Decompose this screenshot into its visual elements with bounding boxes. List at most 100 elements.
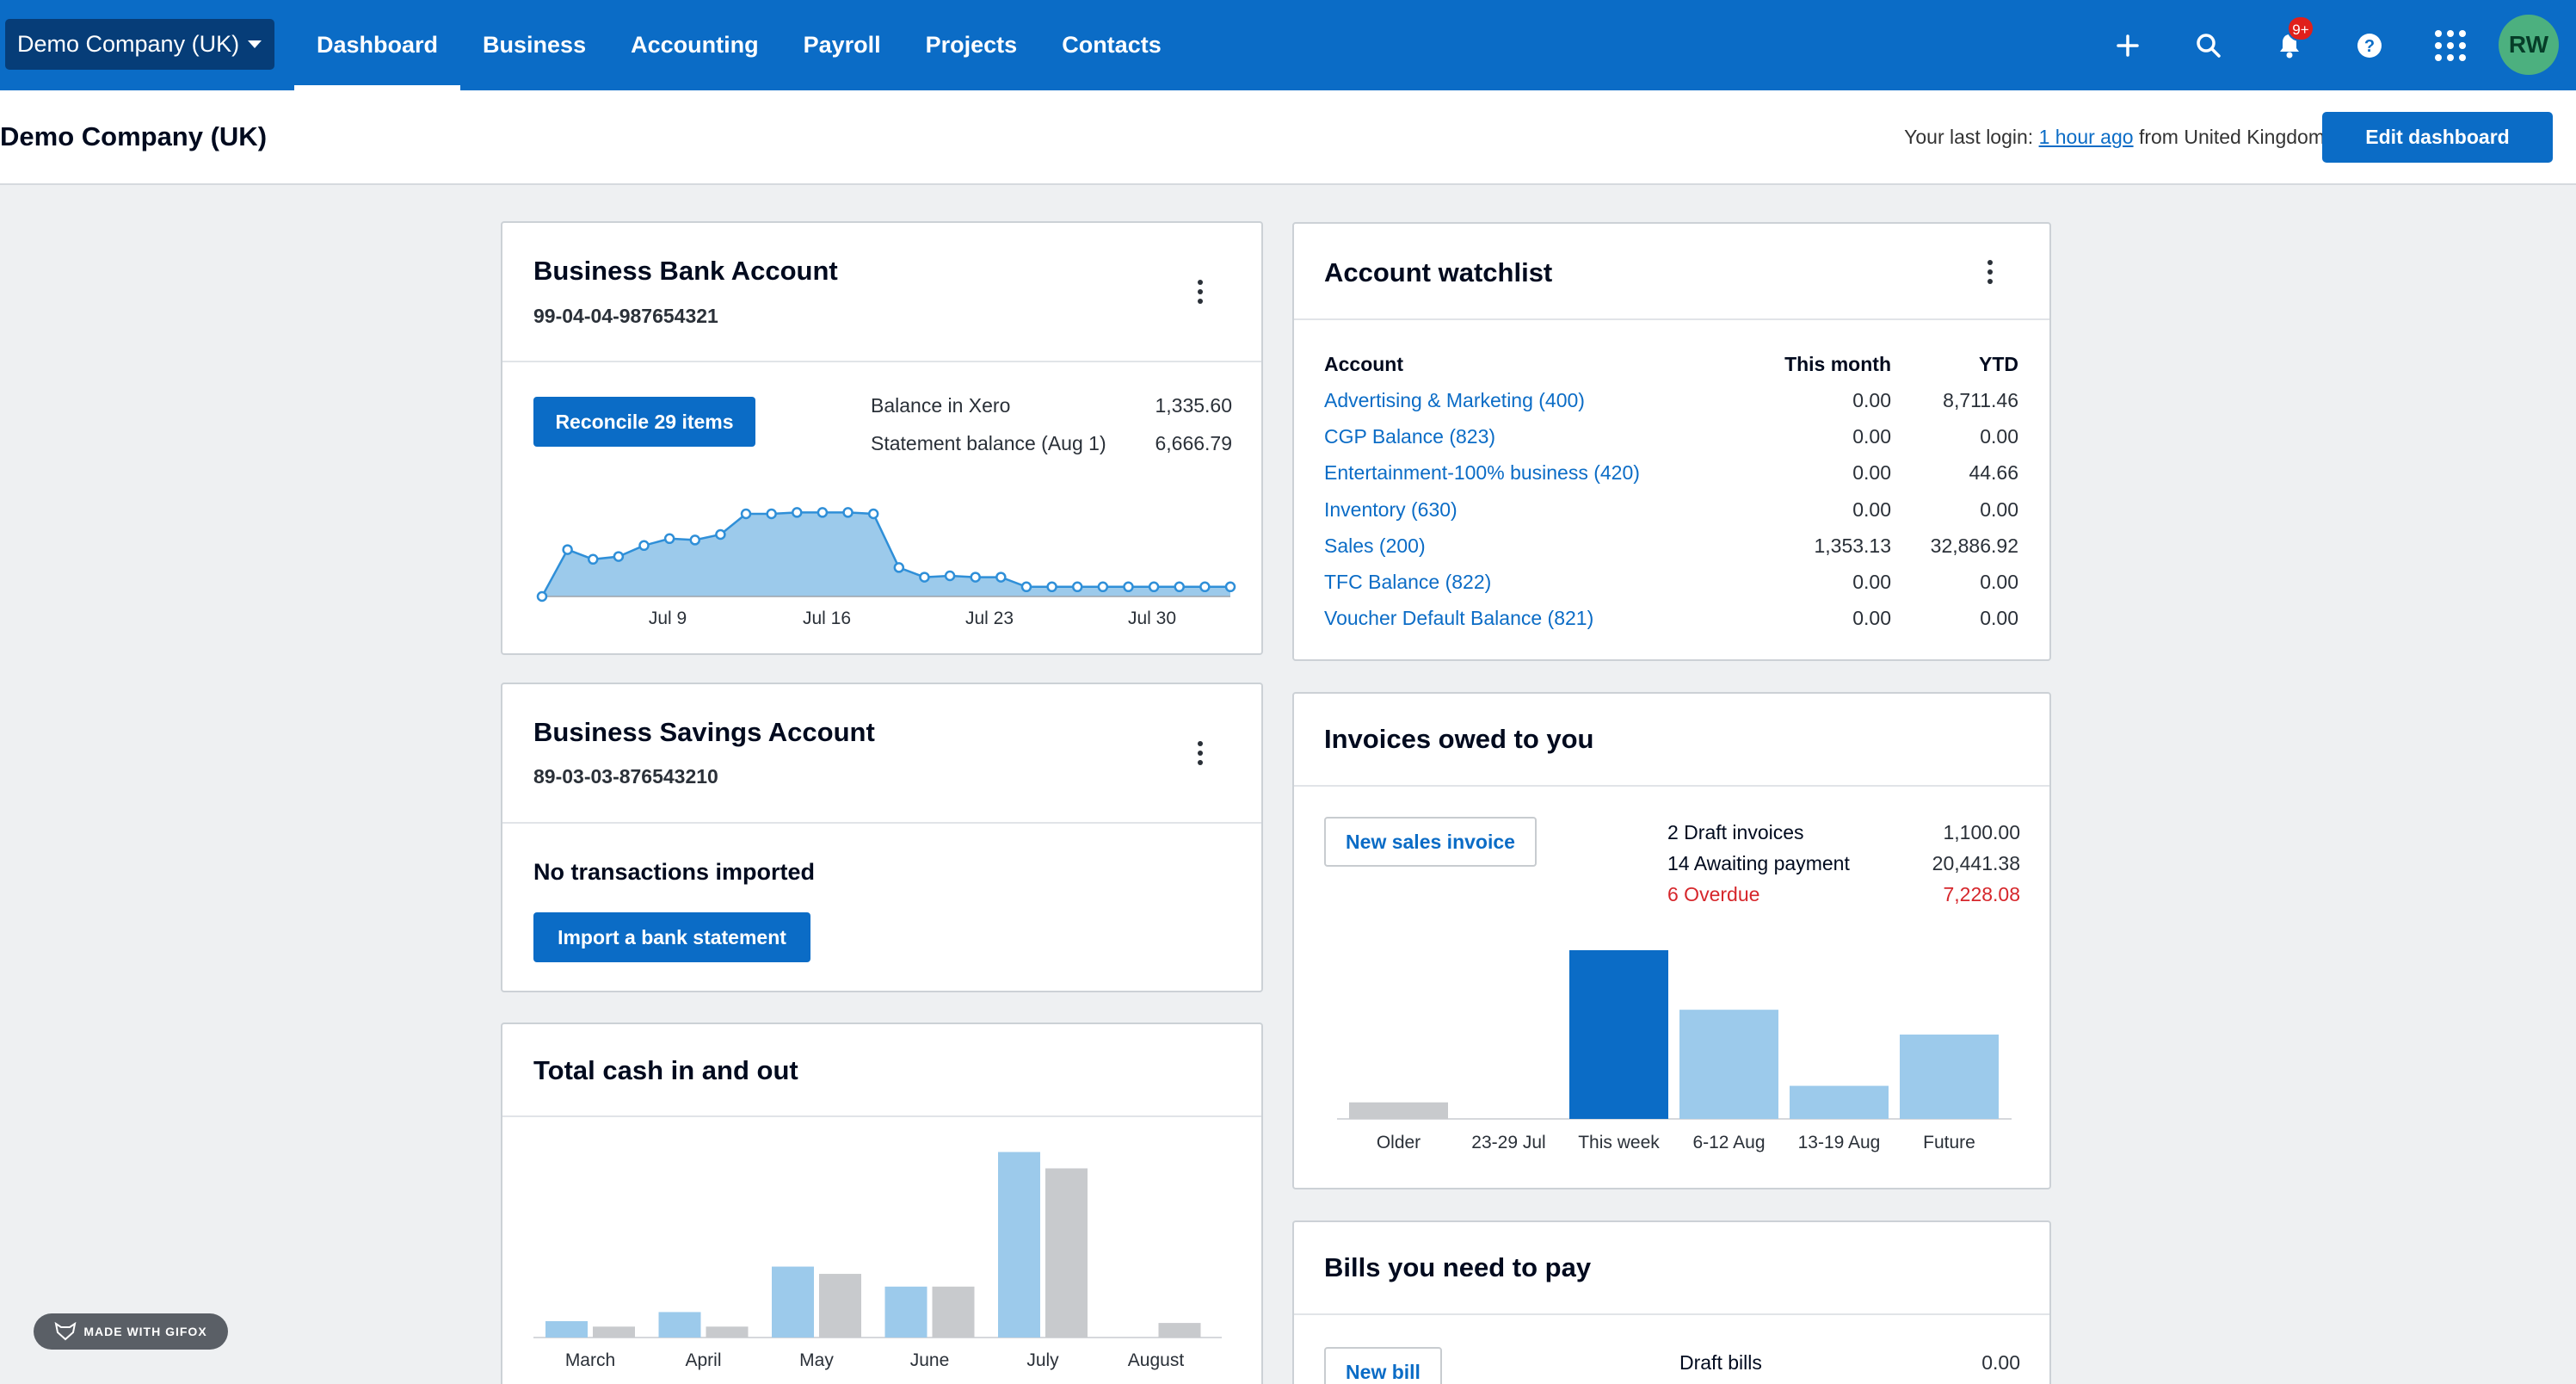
last-login-location: from United Kingdom <box>2138 126 2325 148</box>
nav-business[interactable]: Business <box>483 32 587 58</box>
balance-point <box>1020 581 1032 593</box>
watchlist-menu-icon[interactable] <box>1977 255 2003 289</box>
cash-bar <box>545 1320 588 1338</box>
plus-icon[interactable] <box>2106 24 2149 67</box>
page-title: Demo Company (UK) <box>0 121 268 151</box>
x-tick-label: July <box>1026 1350 1059 1370</box>
cash-bar <box>658 1312 701 1338</box>
divider <box>1294 1313 2049 1315</box>
savings-account-menu-icon[interactable] <box>1187 736 1213 770</box>
watchlist-account-link[interactable]: CGP Balance (823) <box>1324 425 1496 448</box>
edit-dashboard-button[interactable]: Edit dashboard <box>2322 112 2553 163</box>
new-sales-invoice-button[interactable]: New sales invoice <box>1324 817 1537 867</box>
balance-point <box>766 508 777 520</box>
watchlist-ytd-value: 0.00 <box>1980 607 2018 629</box>
savings-account-title[interactable]: Business Savings Account <box>533 717 875 747</box>
balance-point <box>1148 581 1160 593</box>
balance-point <box>1046 581 1057 593</box>
draft-invoices-value: 1,100.00 <box>1943 821 2020 843</box>
import-statement-button[interactable]: Import a bank statement <box>533 912 810 962</box>
draft-invoices-link[interactable]: 2 Draft invoices <box>1667 821 1804 843</box>
watchlist-month-value: 0.00 <box>1852 571 1891 593</box>
watchlist-month-value: 0.00 <box>1852 461 1891 484</box>
nav-contacts[interactable]: Contacts <box>1062 32 1162 58</box>
invoice-bar <box>1790 1085 1889 1119</box>
balance-point <box>536 590 548 602</box>
organisation-switcher[interactable]: Demo Company (UK) <box>5 19 274 70</box>
x-tick-label: Jul 9 <box>648 609 687 628</box>
cash-bar <box>593 1326 635 1338</box>
nav-projects[interactable]: Projects <box>925 32 1018 58</box>
x-tick-label: May <box>799 1350 834 1370</box>
x-tick-label: Future <box>1923 1133 1975 1152</box>
cash-in-out-chart: March April May June July August <box>533 1152 1222 1370</box>
x-tick-label: 13-19 Aug <box>1798 1133 1881 1152</box>
balance-point <box>893 562 905 573</box>
balance-point <box>740 508 752 520</box>
invoices-owed-title[interactable]: Invoices owed to you <box>1324 724 1594 754</box>
watchlist-ytd-value: 0.00 <box>1980 571 2018 593</box>
watchlist-account-link[interactable]: Advertising & Marketing (400) <box>1324 389 1585 411</box>
divider <box>1294 318 2049 320</box>
nav-accounting[interactable]: Accounting <box>631 32 759 58</box>
nav-payroll[interactable]: Payroll <box>803 32 881 58</box>
overdue-link[interactable]: 6 Overdue <box>1667 883 1760 905</box>
x-tick-label: This week <box>1578 1133 1660 1152</box>
balance-point <box>689 534 701 546</box>
top-navigation: Demo Company (UK) Dashboard Business Acc… <box>0 0 2576 90</box>
balance-point <box>715 528 726 541</box>
bank-account-number: 99-04-04-987654321 <box>533 305 718 327</box>
watchlist-month-value: 0.00 <box>1852 389 1891 411</box>
overdue-value: 7,228.08 <box>1943 883 2020 905</box>
new-bill-button[interactable]: New bill <box>1324 1347 1442 1384</box>
balance-point <box>1071 581 1083 593</box>
watchlist-account-link[interactable]: Entertainment-100% business (420) <box>1324 461 1640 484</box>
balance-point <box>1199 581 1211 593</box>
watchlist-account-link[interactable]: Inventory (630) <box>1324 498 1457 521</box>
savings-account-card: Business Savings Account 89-03-03-876543… <box>501 683 1263 992</box>
bills-to-pay-title[interactable]: Bills you need to pay <box>1324 1252 1592 1282</box>
apps-grid-icon[interactable] <box>2429 24 2472 67</box>
user-avatar[interactable]: RW <box>2499 15 2559 75</box>
x-tick-label: Jul 16 <box>802 609 852 628</box>
last-login-link[interactable]: 1 hour ago <box>2038 126 2134 148</box>
balance-line <box>540 511 1230 597</box>
notifications-bell-icon[interactable]: 9+ <box>2268 15 2314 67</box>
bank-account-card: Business Bank Account 99-04-04-987654321… <box>501 221 1263 655</box>
draft-bills-value: 0.00 <box>1981 1351 2020 1374</box>
cash-bar <box>772 1266 814 1338</box>
x-tick-label: June <box>910 1350 950 1370</box>
watchlist-account-link[interactable]: TFC Balance (822) <box>1324 571 1492 593</box>
watchlist-ytd-value: 44.66 <box>1969 461 2018 484</box>
search-icon[interactable] <box>2187 24 2230 67</box>
watchlist-account-link[interactable]: Sales (200) <box>1324 534 1426 557</box>
watchlist-ytd-value: 0.00 <box>1980 498 2018 521</box>
watchlist-ytd-value: 8,711.46 <box>1943 389 2018 411</box>
caret-down-icon <box>248 40 262 48</box>
column-header-account: Account <box>1324 353 1403 375</box>
main-menu: Dashboard Business Accounting Payroll Pr… <box>294 0 1184 90</box>
help-icon[interactable]: ? <box>2348 24 2391 67</box>
balance-point <box>792 507 803 518</box>
awaiting-payment-link[interactable]: 14 Awaiting payment <box>1667 852 1850 874</box>
bank-account-title[interactable]: Business Bank Account <box>533 256 838 286</box>
cash-bar <box>1045 1168 1088 1338</box>
balance-point <box>1224 581 1236 593</box>
reconcile-button[interactable]: Reconcile 29 items <box>533 397 755 447</box>
x-tick-label: Jul 30 <box>1127 609 1177 628</box>
statement-balance-label: Statement balance (Aug 1) <box>871 432 1106 454</box>
divider <box>1294 785 2049 787</box>
draft-bills-link[interactable]: Draft bills <box>1679 1351 1762 1374</box>
watchlist-ytd-value: 0.00 <box>1980 425 2018 448</box>
cash-in-out-title[interactable]: Total cash in and out <box>533 1055 798 1085</box>
watchlist-account-link[interactable]: Voucher Default Balance (821) <box>1324 607 1594 629</box>
x-tick-label: Older <box>1377 1133 1420 1152</box>
balance-point <box>944 570 956 582</box>
bank-account-menu-icon[interactable] <box>1187 275 1213 309</box>
watchlist-month-value: 0.00 <box>1852 498 1891 521</box>
x-tick-label: Jul 23 <box>964 609 1014 628</box>
nav-dashboard[interactable]: Dashboard <box>294 0 461 90</box>
divider <box>502 1115 1261 1117</box>
invoice-bar <box>1569 950 1668 1119</box>
balance-xero-label: Balance in Xero <box>871 394 1011 417</box>
